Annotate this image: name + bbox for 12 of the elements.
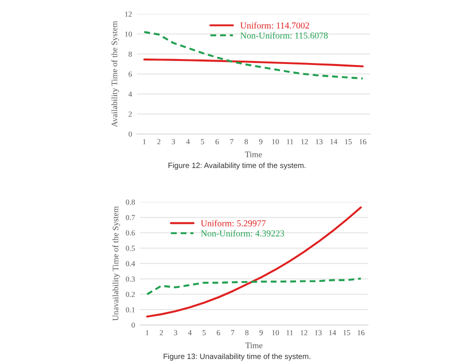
y-axis-title: Availability Time of the System — [111, 20, 119, 128]
line-series — [146, 278, 362, 296]
line-series — [143, 58, 364, 68]
line-series — [146, 206, 362, 318]
line-series — [143, 31, 364, 80]
legend-label: Non-Uniform: 4.39223 — [200, 230, 284, 236]
legend-label: Uniform: 114.7002 — [240, 22, 310, 29]
x-axis-title: Time — [245, 152, 262, 158]
x-axis-title: Time — [246, 342, 262, 348]
y-axis-title: Unavailability Time of the System — [112, 206, 120, 321]
legend-label: Non-Uniform: 115.6078 — [240, 32, 328, 39]
legend-label: Uniform: 5.29977 — [200, 220, 266, 226]
